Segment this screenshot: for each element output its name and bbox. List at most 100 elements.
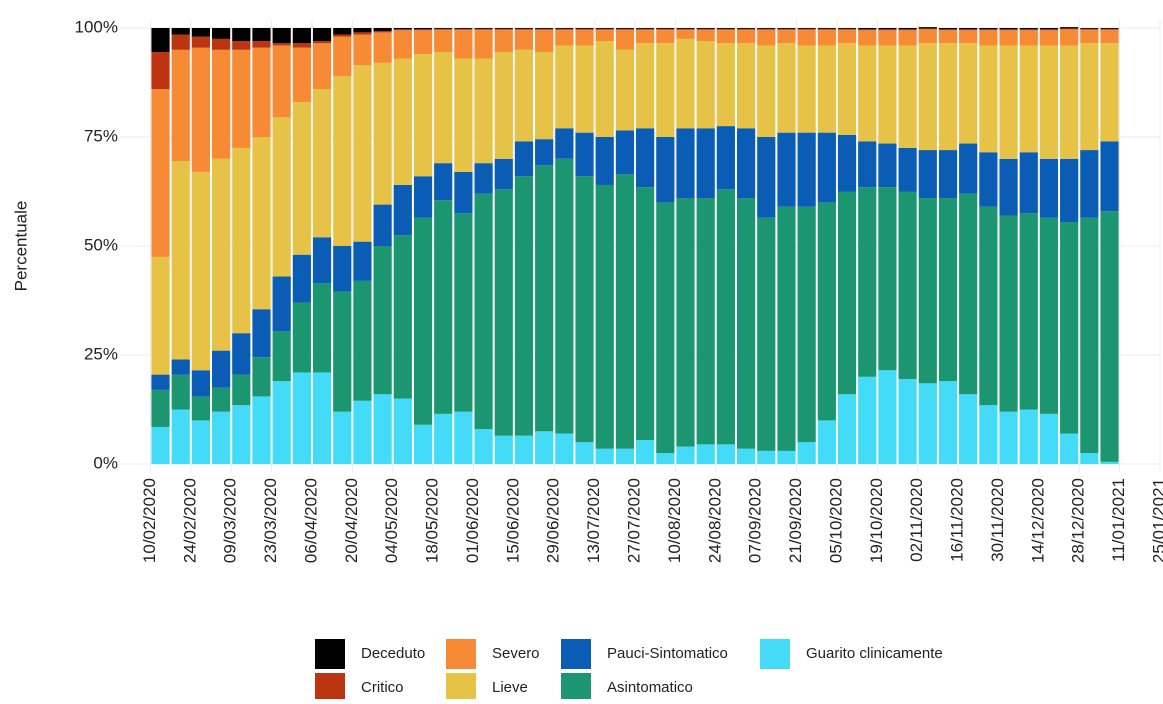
bar-segment: [413, 217, 433, 425]
bar-segment: [171, 34, 190, 50]
bar-segment: [676, 446, 695, 464]
bar-segment: [837, 28, 857, 30]
bar-segment: [211, 411, 231, 464]
bar-segment: [878, 370, 897, 464]
y-axis-label: Percentuale: [11, 201, 30, 292]
bar-segment: [918, 43, 937, 151]
bar-segment: [636, 28, 655, 29]
bar-segment: [696, 444, 715, 464]
legend-swatch: [446, 673, 476, 703]
bar-segment: [555, 45, 574, 129]
bar-segment: [1100, 43, 1119, 142]
bar-segment: [575, 176, 594, 443]
bar-segment: [676, 28, 695, 30]
x-tick-label: 14/12/2020: [1028, 478, 1047, 563]
legend-label: Severo: [492, 645, 540, 662]
bar-segment: [636, 440, 655, 464]
bar-segment: [676, 198, 695, 447]
bar-segment: [797, 132, 816, 207]
bar-segment: [676, 38, 695, 129]
bar-segment: [979, 206, 998, 406]
bar-segment: [595, 29, 614, 42]
bar-segment: [413, 29, 433, 31]
bar-segment: [1019, 30, 1038, 46]
bar-segment: [434, 413, 453, 464]
bar-segment: [151, 426, 170, 464]
bar-segment: [837, 28, 857, 29]
bar-segment: [555, 128, 574, 159]
bar-segment: [575, 442, 594, 464]
bar-segment: [938, 381, 958, 464]
bar-segment: [232, 147, 251, 334]
bar-segment: [716, 43, 735, 127]
bar-segment: [494, 51, 513, 159]
bar-segment: [656, 453, 675, 464]
bar-segment: [736, 43, 756, 129]
bar-segment: [535, 28, 554, 30]
bar-segment: [191, 396, 210, 421]
bar-segment: [292, 28, 311, 44]
bar-segment: [1060, 433, 1079, 464]
bar-segment: [979, 152, 998, 207]
bar-segment: [393, 235, 412, 399]
bar-segment: [1039, 30, 1059, 46]
bar-segment: [595, 448, 614, 464]
bar-segment: [333, 291, 352, 412]
bar-segment: [817, 420, 836, 464]
bar-segment: [575, 45, 594, 133]
bar-segment: [918, 150, 937, 199]
legend-swatch: [446, 639, 476, 669]
bar-segment: [837, 29, 857, 44]
bar-segment: [1060, 27, 1079, 29]
bar-segment: [494, 435, 513, 464]
y-tick-label: 50%: [84, 235, 118, 254]
bar-segment: [777, 28, 796, 29]
bar-segment: [1100, 461, 1119, 464]
bar-segment: [514, 29, 534, 50]
bar-segment: [373, 32, 392, 63]
bar-segment: [474, 58, 493, 164]
y-tick-label: 100%: [75, 17, 118, 36]
bar-segment: [373, 204, 392, 246]
bar-segment: [595, 137, 614, 185]
bar-segment: [312, 372, 332, 464]
y-tick-label: 0%: [93, 453, 118, 472]
bar-segment: [636, 43, 655, 129]
bar-segment: [353, 32, 372, 35]
bar-segment: [1100, 29, 1119, 44]
bar-segment: [696, 41, 715, 129]
x-tick-label: 24/08/2020: [705, 478, 724, 563]
bar-segment: [151, 89, 170, 257]
bar-segment: [656, 137, 675, 203]
y-tick-label: 25%: [84, 344, 118, 363]
bar-segment: [312, 43, 332, 90]
legend-label: Critico: [361, 679, 404, 696]
bar-segment: [979, 45, 998, 153]
bar-segment: [151, 374, 170, 390]
bar-segment: [918, 27, 937, 29]
x-tick-label: 20/04/2020: [342, 478, 361, 563]
bar-segment: [817, 45, 836, 133]
bar-segment: [797, 28, 816, 30]
bar-segment: [979, 28, 998, 30]
bar-segment: [333, 411, 352, 464]
bar-segment: [595, 184, 614, 449]
bar-segment: [232, 333, 251, 375]
bar-segment: [312, 41, 332, 44]
bar-segment: [353, 34, 372, 66]
bar-segment: [514, 49, 534, 142]
bar-segment: [555, 28, 574, 30]
bar-segment: [575, 28, 594, 30]
bar-segment: [656, 202, 675, 454]
bar-segment: [454, 58, 473, 172]
bar-segment: [312, 89, 332, 238]
bar-segment: [1100, 28, 1119, 29]
bar-segment: [353, 280, 372, 401]
bar-segment: [1060, 45, 1079, 159]
bar-segment: [999, 28, 1018, 30]
bar-segment: [858, 376, 877, 464]
x-tick-label: 18/05/2020: [423, 478, 442, 563]
bar-segment: [636, 128, 655, 188]
bar-segment: [434, 28, 453, 29]
bar-segment: [413, 30, 433, 55]
